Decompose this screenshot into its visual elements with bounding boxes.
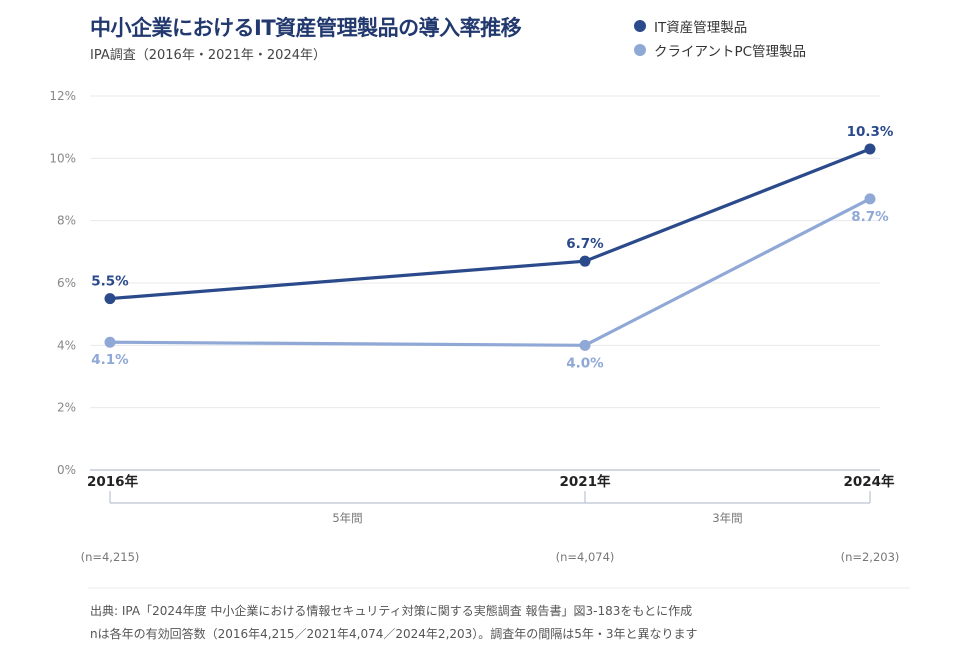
data-label-it-asset: 5.5% [91,274,129,290]
chart-title: 中小企業におけるIT資産管理製品の導入率推移 [90,16,522,40]
data-label-it-asset: 6.7% [566,236,604,252]
footnote: 出典: IPA「2024年度 中小企業における情報セキュリティ対策に関する実態調… [90,600,698,646]
legend-marker-client-pc [634,44,646,56]
line-chart: 0% 2% 4% 6% 8% 10% 12% 2016年 2021年 2024年 5年間 3年間 (n=… [49,89,910,589]
x-tick-label: 2021年 [559,473,611,490]
legend-label-client-pc: クライアントPC管理製品 [654,44,807,60]
data-point-client-pc [104,336,116,348]
sample-size-label: (n=4,074) [556,550,615,564]
y-tick-label: 12% [49,89,76,103]
data-point-it-asset [104,293,116,305]
legend: IT資産管理製品 クライアントPC管理製品 [634,14,806,62]
data-label-it-asset: 10.3% [847,124,894,140]
interval-label: 5年間 [332,511,362,525]
y-tick-label: 2% [57,401,76,415]
y-tick-label: 4% [57,338,76,352]
interval-label: 3年間 [712,511,742,525]
legend-label-it-asset: IT資産管理製品 [654,20,748,36]
y-tick-label: 0% [57,463,76,477]
y-tick-label: 6% [57,276,76,290]
x-tick-label: 2024年 [843,473,895,490]
data-point-it-asset [579,255,591,267]
data-label-client-pc: 4.0% [566,355,604,371]
chart-subtitle: IPA調査（2016年・2021年・2024年） [90,48,326,63]
series-line-it-asset [108,147,872,301]
data-point-client-pc [579,339,591,351]
data-label-client-pc: 8.7% [851,209,889,225]
data-point-it-asset [864,143,876,155]
footnote-note: nは各年の有効回答数（2016年4,215／2021年4,074／2024年2,… [90,627,698,641]
legend-item-it-asset: IT資産管理製品 [634,14,806,38]
data-label-client-pc: 4.1% [91,352,129,368]
legend-item-client-pc: クライアントPC管理製品 [634,38,806,62]
y-tick-label: 10% [49,151,76,165]
y-tick-label: 8% [57,214,76,228]
legend-marker-it-asset [634,20,646,32]
footnote-source: 出典: IPA「2024年度 中小企業における情報セキュリティ対策に関する実態調… [90,604,693,618]
sample-size-label: (n=4,215) [81,550,140,564]
data-point-client-pc [864,193,876,205]
x-tick-label: 2016年 [87,473,139,490]
sample-size-label: (n=2,203) [841,550,900,564]
